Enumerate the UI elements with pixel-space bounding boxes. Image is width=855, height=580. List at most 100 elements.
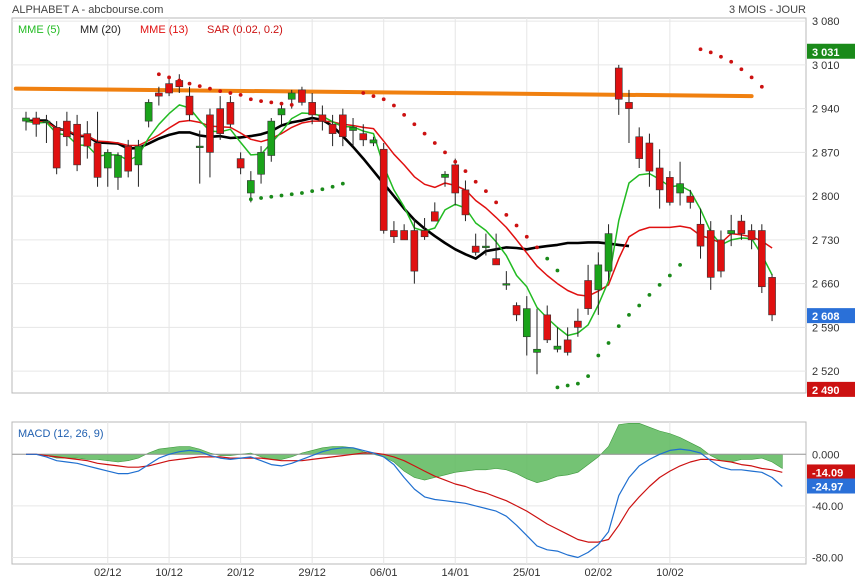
min-price-badge: 2 490 [812, 385, 840, 397]
sar-dot [719, 54, 723, 59]
sar-dot [535, 245, 539, 250]
candle-body [533, 348, 541, 353]
macd-value-badge: -24.97 [812, 482, 843, 494]
sar-dot [289, 102, 294, 107]
candle-body [124, 145, 132, 172]
candle-body [574, 320, 582, 328]
candle-body [594, 264, 603, 291]
macd-signal-badge: -14.09 [812, 467, 843, 479]
sar-dot [729, 59, 734, 64]
sar-dot [238, 92, 243, 97]
x-tick-label: 02/02 [585, 567, 613, 579]
candle-body [42, 120, 51, 123]
candle-body [93, 142, 102, 178]
candle-body [277, 108, 286, 116]
sar-dot [422, 131, 427, 136]
macd-value-badge-bg [807, 478, 855, 494]
sar-dots [156, 47, 764, 390]
sar-dot [432, 141, 437, 145]
candle-body [52, 127, 61, 169]
candle-body [308, 102, 316, 116]
series-mme13 [25, 119, 773, 297]
sar-dot [749, 75, 754, 80]
sar-dot [300, 191, 304, 195]
macd-tick-label: -40.00 [812, 501, 843, 513]
sar-dot [545, 256, 550, 261]
sar-dot [330, 184, 335, 189]
candle-body [410, 230, 419, 272]
sar-dot [208, 86, 212, 91]
legend-mme13: MME (13) [140, 24, 188, 36]
price-tick-label: 3 010 [812, 60, 840, 72]
candle-body [420, 230, 429, 238]
sar-dot [627, 312, 631, 317]
candle-body [216, 108, 224, 134]
candle-body [247, 180, 255, 194]
series-macd-signal [26, 452, 783, 543]
candle-body [185, 95, 194, 116]
sar-dot [269, 100, 274, 105]
candle-body [349, 127, 357, 131]
candle-body [543, 314, 552, 341]
macd-panel [11, 421, 807, 565]
sar-dot [248, 197, 253, 202]
sar-dot [575, 381, 580, 386]
sar-dot [269, 194, 274, 199]
macd-tick-label: -80.00 [812, 553, 843, 565]
x-tick-label: 06/01 [370, 567, 398, 579]
candle-body [614, 67, 623, 100]
sar-dot [197, 84, 202, 89]
candle-body [717, 239, 725, 272]
sar-dot [443, 150, 447, 155]
sar-dot [381, 97, 386, 102]
candle-body [768, 277, 776, 316]
candle-body [563, 339, 572, 353]
sar-dot [759, 84, 764, 89]
candle-body [63, 120, 71, 138]
candle-body [727, 230, 735, 234]
macd-legend: MACD (12, 26, 9) [18, 428, 104, 440]
price-tick-label: 2 870 [812, 147, 840, 159]
price-tick-label: 2 660 [812, 279, 840, 291]
candle-body [451, 164, 460, 194]
candle-body [696, 223, 705, 247]
candle-body [73, 123, 81, 166]
candle-body [625, 102, 633, 109]
sar-dot [524, 234, 529, 239]
sar-dot [453, 159, 458, 164]
macd-histogram [12, 423, 806, 484]
candle-body [369, 139, 378, 144]
candle-body [747, 230, 756, 241]
sar-dot [514, 223, 519, 228]
series-macd [26, 447, 783, 559]
sar-dot [371, 94, 376, 99]
sar-dot [412, 122, 417, 127]
max-price-badge: 3 031 [812, 47, 840, 59]
price-panel [11, 17, 807, 394]
candle-body [584, 280, 592, 309]
sar-dot [392, 103, 396, 108]
sar-dot [555, 385, 560, 390]
candle-body [655, 167, 664, 191]
price-badges: 3 031 2 608 2 490 [807, 43, 855, 397]
sar-dot [228, 91, 233, 95]
sar-dot [463, 169, 468, 174]
candle-body [206, 114, 214, 153]
legend-mme5: MME (5) [18, 24, 60, 36]
sar-dot [279, 101, 284, 106]
min-price-badge-bg [807, 381, 855, 397]
sar-dot [739, 67, 744, 72]
price-tick-label: 2 800 [812, 191, 840, 203]
candle-body [257, 152, 265, 175]
price-tick-label: 2 520 [812, 366, 840, 378]
candle-body [706, 230, 715, 278]
sar-dot [156, 72, 161, 77]
candle-body [522, 308, 531, 338]
candle-body [134, 145, 143, 166]
sar-dot [678, 262, 682, 267]
candle-body [103, 152, 112, 169]
candle-body [400, 230, 408, 241]
candle-body [287, 92, 296, 100]
sar-dot [218, 89, 223, 94]
